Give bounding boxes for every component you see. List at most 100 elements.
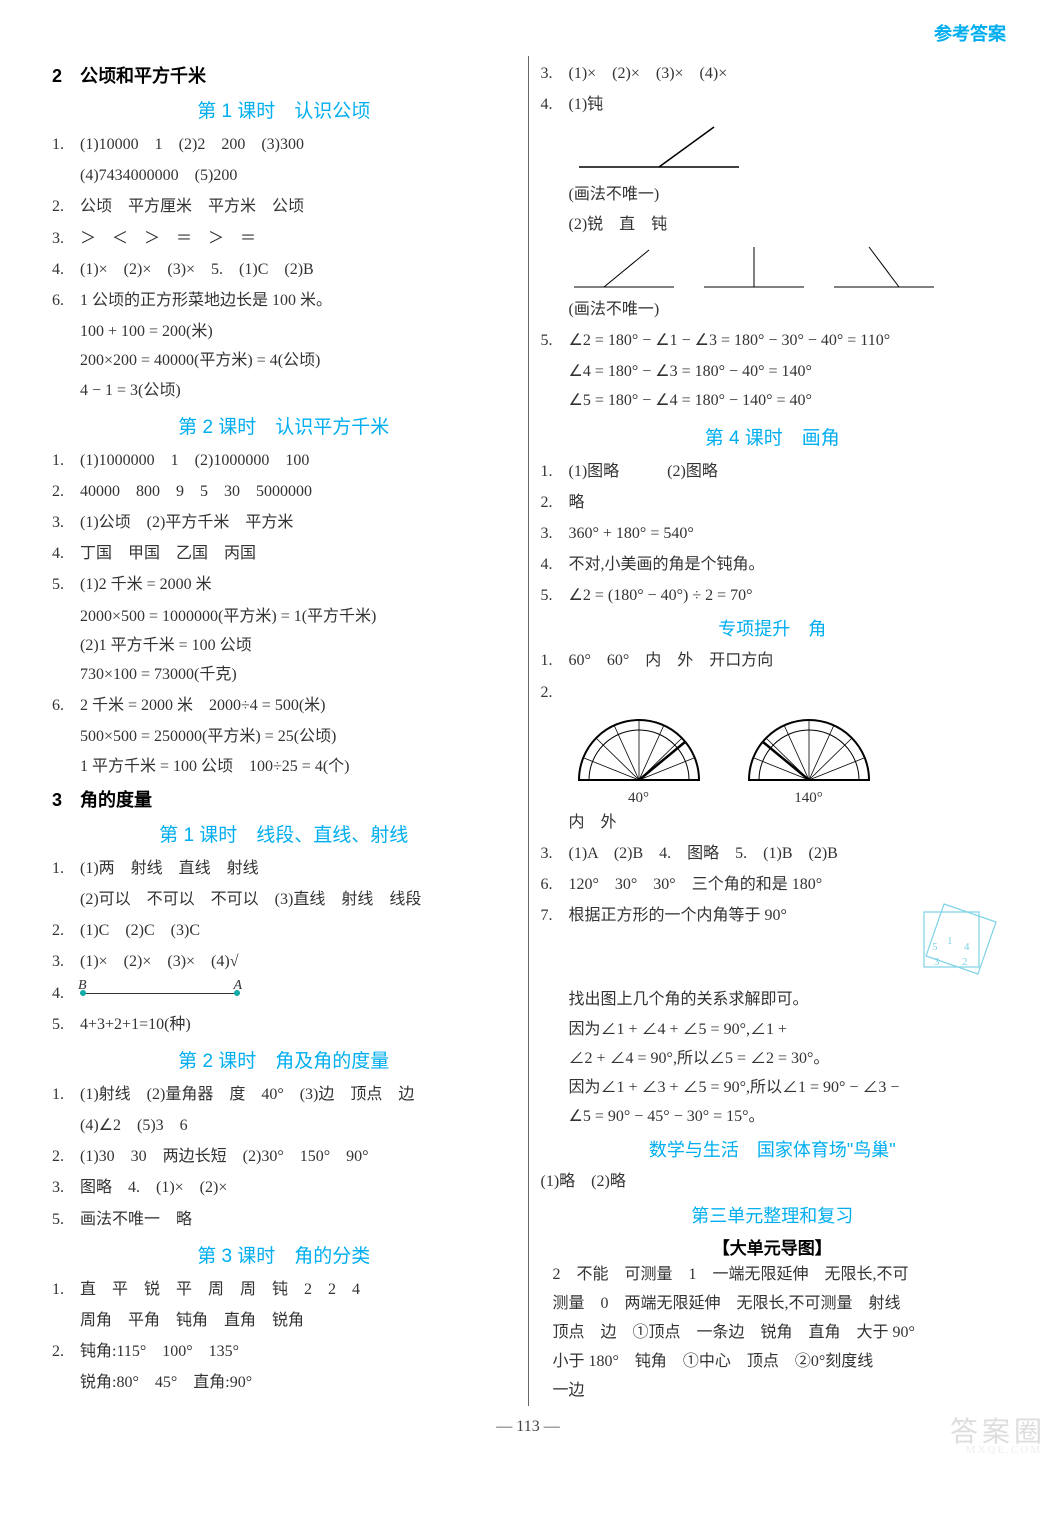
- q-text: ∠2 = 180° − ∠1 − ∠3 = 180° − 30° − 40° =…: [569, 327, 1005, 354]
- lesson-1-title: 第 1 课时 认识公顷: [52, 96, 516, 123]
- q-num: 5.: [52, 1206, 80, 1233]
- q-text: 不对,小美画的角是个钝角。: [569, 551, 1005, 578]
- q-text: (1)A (2)B 4. 图略 5. (1)B (2)B: [569, 840, 1005, 867]
- q-num: 3.: [52, 948, 80, 975]
- lesson-2-title: 第 2 课时 认识平方千米: [52, 412, 516, 439]
- q-text: (4)7434000000 (5)200: [80, 162, 516, 189]
- q-num: 2.: [52, 478, 80, 505]
- q-num: 2.: [541, 489, 569, 516]
- q-text: 公顷 平方厘米 平方米 公顷: [80, 193, 516, 220]
- obtuse-angle-diagram: [569, 122, 1005, 177]
- q-text: (1)略 (2)略: [541, 1168, 1005, 1195]
- paragraph: 一边: [553, 1377, 1005, 1404]
- q-text: 730×100 = 73000(千克): [80, 661, 516, 688]
- q-num: 3.: [541, 520, 569, 547]
- q-num: 4.: [541, 551, 569, 578]
- q-num: 4.: [52, 980, 80, 1007]
- note: (画法不唯一): [569, 181, 1005, 208]
- q-text: (1)C (2)C (3)C: [80, 917, 516, 944]
- q-text: 丁国 甲国 乙国 丙国: [80, 540, 516, 567]
- q-num: 3.: [541, 840, 569, 867]
- q-text: 钝角:115° 100° 135°: [80, 1338, 516, 1365]
- unit-review-title: 第三单元整理和复习: [541, 1202, 1005, 1228]
- q-num: 4.: [52, 256, 80, 283]
- right-column: 3.(1)× (2)× (3)× (4)× 4.(1)钝 (画法不唯一) (2)…: [529, 56, 1017, 1406]
- q-text: 周角 平角 钝角 直角 锐角: [80, 1307, 516, 1334]
- q-num: 5.: [52, 571, 80, 598]
- page-number: — 113 —: [40, 1418, 1016, 1436]
- q-text: (2)锐 直 钝: [569, 211, 1005, 238]
- q-text: 找出图上几个角的关系求解即可。: [569, 986, 1005, 1013]
- q-text: ∠5 = 90° − 45° − 30° = 15°。: [569, 1103, 1005, 1130]
- q-num: 3.: [52, 1174, 80, 1201]
- q-num: 2.: [541, 679, 569, 706]
- q-num: 7.: [541, 902, 569, 982]
- q-num: 1.: [52, 1276, 80, 1303]
- q-text: (1)射线 (2)量角器 度 40° (3)边 顶点 边: [80, 1081, 516, 1108]
- q-num: 5.: [52, 1011, 80, 1038]
- q-text: 40000 800 9 5 30 5000000: [80, 478, 516, 505]
- q-text: (1)图略 (2)图略: [569, 458, 1005, 485]
- protractor-label: 140°: [739, 790, 879, 807]
- q-text: (1)2 千米 = 2000 米: [80, 571, 516, 598]
- q-text: 1 公顷的正方形菜地边长是 100 米。: [80, 287, 516, 314]
- q-num: 1.: [541, 647, 569, 674]
- q-text: (1)× (2)× (3)× (4)√: [80, 948, 516, 975]
- q-text: 100 + 100 = 200(米): [80, 318, 516, 345]
- lesson-4-title: 第 4 课时 画角: [541, 423, 1005, 450]
- q-text: (1)公顷 (2)平方千米 平方米: [80, 509, 516, 536]
- q-text: (2)可以 不可以 不可以 (3)直线 射线 线段: [80, 886, 516, 913]
- q-text: (1)1000000 1 (2)1000000 100: [80, 447, 516, 474]
- q-text: 2 千米 = 2000 米 2000÷4 = 500(米): [80, 692, 516, 719]
- protractor-diagram: 40°: [569, 710, 1005, 807]
- q-num: 4.: [52, 540, 80, 567]
- line-segment-diagram: B A: [80, 980, 516, 1007]
- note: (画法不唯一): [569, 296, 1005, 323]
- q-text: (1)× (2)× (3)× 5. (1)C (2)B: [80, 256, 516, 283]
- left-column: 2 公顷和平方千米 第 1 课时 认识公顷 1.(1)10000 1 (2)2 …: [40, 56, 529, 1406]
- lesson-3-1-title: 第 1 课时 线段、直线、射线: [52, 820, 516, 847]
- paragraph: 测量 0 两端无限延伸 无限长,不可测量 射线: [553, 1290, 1005, 1317]
- q-text: (1)30 30 两边长短 (2)30° 150° 90°: [80, 1143, 516, 1170]
- q-text: 因为∠1 + ∠3 + ∠5 = 90°,所以∠1 = 90° − ∠3 −: [569, 1074, 1005, 1101]
- q-num: 1.: [52, 131, 80, 158]
- section-2-title: 2 公顷和平方千米: [52, 62, 516, 88]
- paragraph: 2 不能 可测量 1 一端无限延伸 无限长,不可: [553, 1261, 1005, 1288]
- q-num: 4.: [541, 91, 569, 118]
- q-num: 5.: [541, 327, 569, 354]
- q-num: 2.: [52, 1338, 80, 1365]
- q-text: 锐角:80° 45° 直角:90°: [80, 1369, 516, 1396]
- q-text: ＞ ＜ ＞ ＝ ＞ ＝: [80, 225, 516, 252]
- q-num: 3.: [541, 60, 569, 87]
- q-text: 内 外: [569, 809, 1005, 836]
- lesson-3-2-title: 第 2 课时 角及角的度量: [52, 1046, 516, 1073]
- svg-text:2: 2: [962, 956, 968, 968]
- q-text: (2)1 平方千米 = 100 公顷: [80, 632, 516, 659]
- square-angles-diagram: 5 1 4 3 2: [914, 902, 1004, 982]
- q-text: (1)10000 1 (2)2 200 (3)300: [80, 131, 516, 158]
- svg-text:1: 1: [947, 935, 953, 947]
- q-text: 4 − 1 = 3(公顷): [80, 377, 516, 404]
- q-text: 画法不唯一 略: [80, 1206, 516, 1233]
- section-3-title: 3 角的度量: [52, 786, 516, 812]
- q-text: 4+3+2+1=10(种): [80, 1011, 516, 1038]
- q-num: 2.: [52, 193, 80, 220]
- q-num: 2.: [52, 1143, 80, 1170]
- q-num: 3.: [52, 509, 80, 536]
- three-angles-diagram: [569, 242, 1005, 292]
- page-header: 参考答案: [40, 20, 1016, 46]
- q-num: 6.: [52, 287, 80, 314]
- q-text: ∠2 + ∠4 = 90°,所以∠5 = ∠2 = 30°。: [569, 1045, 1005, 1072]
- q-text: (1)× (2)× (3)× (4)×: [569, 60, 1005, 87]
- paragraph: 顶点 边 ①顶点 一条边 锐角 直角 大于 90°: [553, 1319, 1005, 1346]
- q-text: ∠4 = 180° − ∠3 = 180° − 40° = 140°: [569, 358, 1005, 385]
- q-text: 60° 60° 内 外 开口方向: [569, 647, 1005, 674]
- q-num: 6.: [52, 692, 80, 719]
- q-text: 图略 4. (1)× (2)×: [80, 1174, 516, 1201]
- svg-text:5: 5: [932, 941, 938, 953]
- q-text: ∠5 = 180° − ∠4 = 180° − 140° = 40°: [569, 387, 1005, 414]
- q-num: 1.: [52, 1081, 80, 1108]
- q-text: 1 平方千米 = 100 公顷 100÷25 = 4(个): [80, 753, 516, 780]
- q-text: (1)钝: [569, 91, 1005, 118]
- q-text: 120° 30° 30° 三个角的和是 180°: [569, 871, 1005, 898]
